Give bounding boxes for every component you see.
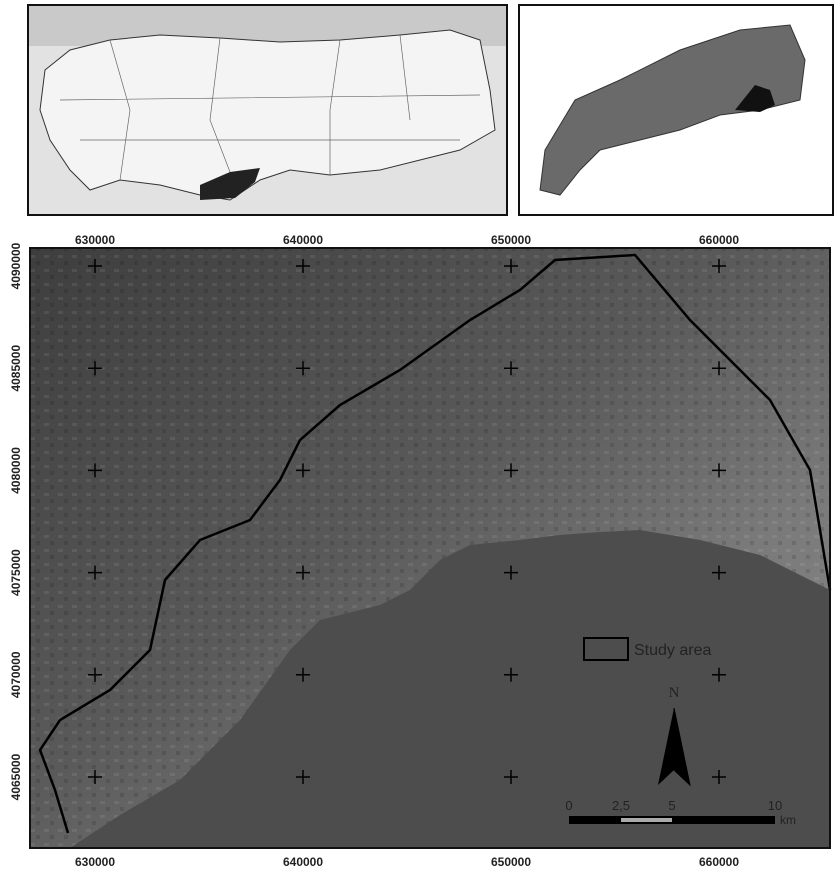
scale-label: 10: [768, 798, 782, 813]
x-axis-label: 630000: [75, 233, 115, 247]
x-axis-label: 650000: [491, 233, 531, 247]
scale-label: 0: [565, 798, 572, 813]
north-label: N: [669, 685, 680, 701]
x-axis-label: 630000: [75, 855, 115, 869]
main-map: Study area N: [30, 248, 830, 848]
y-axis-label: 4070000: [9, 651, 23, 698]
y-axis-label: 4075000: [9, 549, 23, 596]
y-axis-label: 4065000: [9, 753, 23, 800]
x-axis-label: 650000: [491, 855, 531, 869]
scale-label: 5: [668, 798, 675, 813]
y-axis-label: 4085000: [9, 345, 23, 392]
x-axis-label: 640000: [283, 233, 323, 247]
y-axis-label: 4090000: [9, 242, 23, 289]
y-axis-label: 4080000: [9, 447, 23, 494]
province-inset: [519, 5, 833, 215]
legend-label: Study area: [634, 642, 711, 659]
x-axis-label: 660000: [699, 855, 739, 869]
page: {"map": { "x_axis_labels": ["630000", "6…: [0, 0, 838, 870]
x-axis-label: 640000: [283, 855, 323, 869]
scale-label: 2,5: [612, 798, 630, 813]
map-figure: Study area N 630000 630000 640000 640000 650…: [0, 0, 838, 870]
turkey-inset: [28, 5, 507, 215]
x-axis-label: 660000: [699, 233, 739, 247]
scale-bar: [569, 816, 775, 824]
scale-unit: km: [780, 813, 796, 827]
